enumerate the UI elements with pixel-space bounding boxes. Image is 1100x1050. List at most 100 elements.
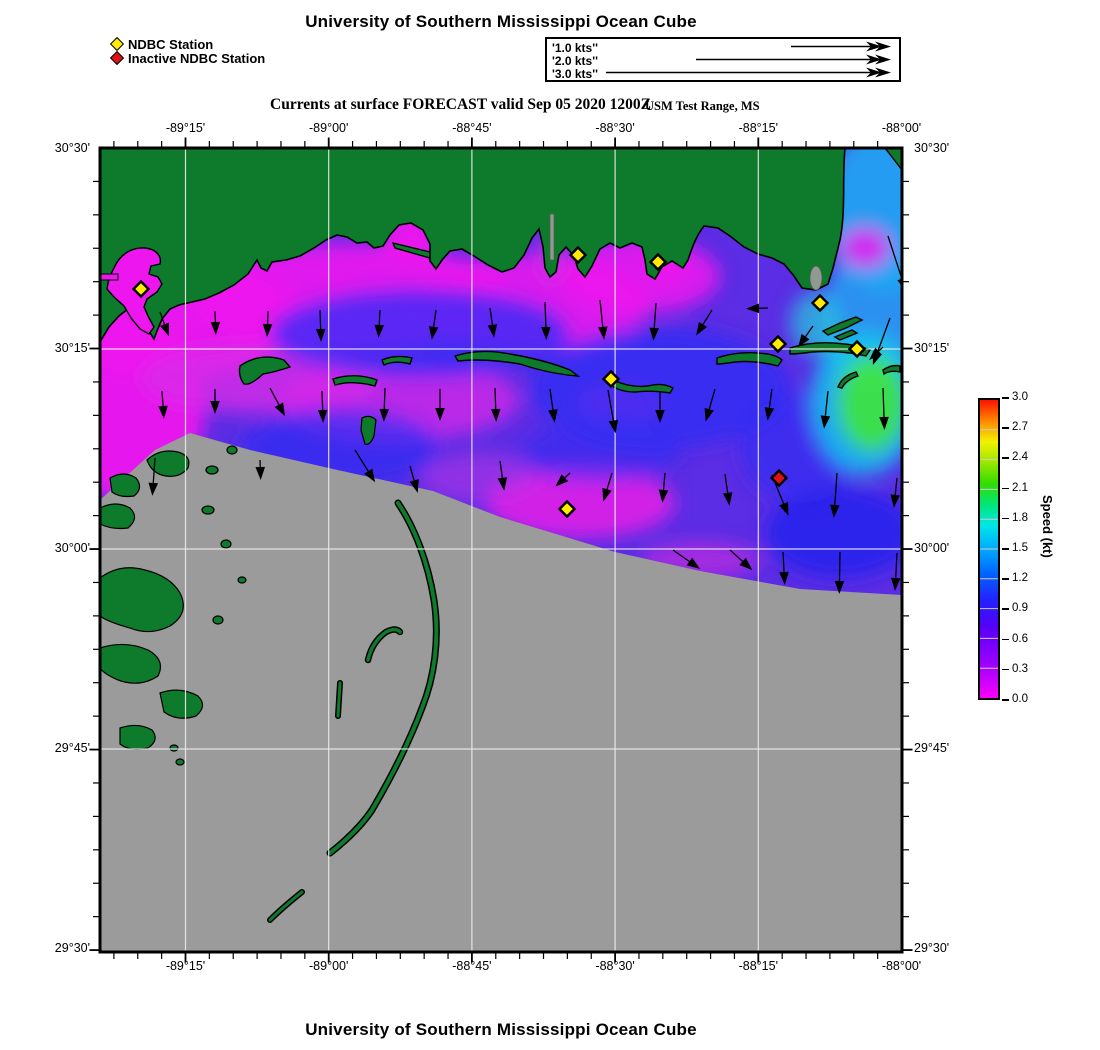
- lon-label-bottom: -89°00': [309, 959, 349, 973]
- colorbar-title: Speed (kt): [1040, 495, 1055, 558]
- map-canvas: [89, 137, 913, 963]
- current-vectors: [148, 235, 902, 594]
- current-vector: [829, 472, 840, 518]
- lon-label-top: -88°00': [881, 121, 922, 135]
- current-vector: [729, 549, 753, 571]
- speed-colorbar: [978, 398, 1000, 700]
- map-frame: [98, 146, 904, 954]
- lat-label-right: 30°00': [914, 541, 950, 555]
- lon-label-top: -88°30': [595, 121, 635, 135]
- lon-label-bottom: -89°15': [165, 959, 206, 973]
- colorbar-tick: [1002, 548, 1009, 550]
- current-vector: [317, 390, 328, 423]
- colorbar-tick-label: 1.8: [1012, 511, 1028, 524]
- lon-label-bottom: -88°45': [452, 959, 492, 973]
- lon-label-bottom: -88°15': [738, 959, 778, 973]
- ndbc-station-marker: [810, 293, 830, 313]
- colorbar-tick: [1002, 699, 1009, 701]
- current-vector: [497, 460, 508, 491]
- current-vector: [269, 387, 286, 417]
- colorbar-tick: [1002, 668, 1009, 671]
- current-vector: [210, 310, 221, 335]
- current-vector: [658, 472, 669, 503]
- scale-label-2: '2.0 kts'': [552, 54, 598, 68]
- colorbar-tick: [1002, 638, 1009, 641]
- colorbar-tick: [1002, 427, 1009, 429]
- station-markers: [131, 245, 867, 519]
- colorbar-tick-label: 3.0: [1012, 391, 1028, 403]
- corner-land: [884, 148, 902, 172]
- lat-label-right: 30°30': [914, 141, 950, 155]
- forecast-subtitle: Currents at surface FORECAST valid Sep 0…: [270, 96, 651, 113]
- colorbar-tick-label: 0.0: [1012, 693, 1028, 705]
- colorbar-tick-label: 2.1: [1012, 481, 1028, 494]
- ndbc-station-marker: [131, 279, 151, 299]
- colorbar-tick: [1002, 517, 1009, 520]
- current-vector: [428, 309, 439, 340]
- ndbc-station-marker: [768, 334, 788, 354]
- page-title: University of Southern Mississippi Ocean…: [305, 12, 697, 31]
- current-vector: [602, 472, 613, 502]
- current-vector: [148, 457, 159, 496]
- inactive-ndbc-station-marker: [769, 468, 789, 488]
- current-vector: [374, 309, 385, 338]
- current-vector: [820, 390, 831, 429]
- lat-label-left: 29°45': [54, 741, 90, 755]
- current-vector: [890, 552, 901, 591]
- lat-label-right: 29°30': [914, 941, 950, 955]
- chandeleur-arc: [267, 499, 440, 923]
- legend-label-active: NDBC Station: [128, 36, 214, 52]
- current-vector: [764, 388, 775, 421]
- scale-label-1: '1.0 kts'': [552, 41, 598, 55]
- ndbc-station-marker: [847, 339, 867, 359]
- lat-label-right: 30°15': [914, 341, 950, 355]
- legend-label-inactive: Inactive NDBC Station: [128, 50, 266, 66]
- inactive-station-icon: [109, 50, 125, 66]
- current-vector: [255, 459, 266, 480]
- current-vector: [890, 477, 900, 508]
- colorbar-tick: [1002, 578, 1009, 580]
- lon-label-bottom: -88°30': [595, 959, 635, 973]
- ndbc-station-marker: [601, 369, 621, 389]
- ndbc-station-marker: [557, 499, 577, 519]
- current-vector: [409, 465, 419, 493]
- current-vector: [555, 472, 571, 487]
- current-vector: [722, 473, 733, 506]
- current-vector: [704, 388, 716, 422]
- legend-row-active: NDBC Station: [109, 36, 265, 52]
- colorbar-tick: [1002, 487, 1009, 490]
- graticule: [100, 148, 902, 952]
- current-vector: [548, 388, 558, 423]
- current-vector: [746, 303, 769, 314]
- active-station-icon: [109, 36, 125, 52]
- colorbar-gradient: [980, 400, 998, 698]
- axis-ticks: [89, 137, 913, 963]
- current-vector: [159, 311, 169, 337]
- colorbar-tick-label: 0.9: [1012, 602, 1028, 615]
- footer-title: University of Southern Mississippi Ocean…: [305, 1020, 697, 1039]
- current-vector: [834, 551, 845, 594]
- lat-label-left: 30°15': [54, 341, 90, 355]
- legend-row-inactive: Inactive NDBC Station: [109, 50, 266, 66]
- current-vector: [607, 389, 619, 434]
- lon-label-bottom: -88°00': [881, 959, 922, 973]
- current-vector: [541, 301, 551, 340]
- current-vector: [435, 389, 445, 421]
- marsh-islands: [100, 415, 377, 766]
- scale-label-3: '3.0 kts'': [552, 67, 598, 81]
- current-vector: [649, 302, 660, 341]
- current-vector: [262, 310, 273, 337]
- current-vector: [354, 449, 376, 483]
- current-vector: [655, 391, 665, 423]
- vector-scale-box: '1.0 kts'' '2.0 kts'' '3.0 kts'': [545, 37, 901, 82]
- colorbar-tick-label: 0.3: [1012, 662, 1028, 675]
- colorbar-tick: [1002, 608, 1009, 610]
- lon-label-top: -89°00': [309, 121, 349, 135]
- region-label: USM Test Range, MS: [645, 99, 760, 113]
- no-data-region: [100, 433, 902, 952]
- current-vector: [158, 390, 168, 419]
- lat-label-left: 30°30': [54, 141, 90, 155]
- ndbc-station-marker: [568, 245, 588, 265]
- current-vector: [490, 387, 501, 422]
